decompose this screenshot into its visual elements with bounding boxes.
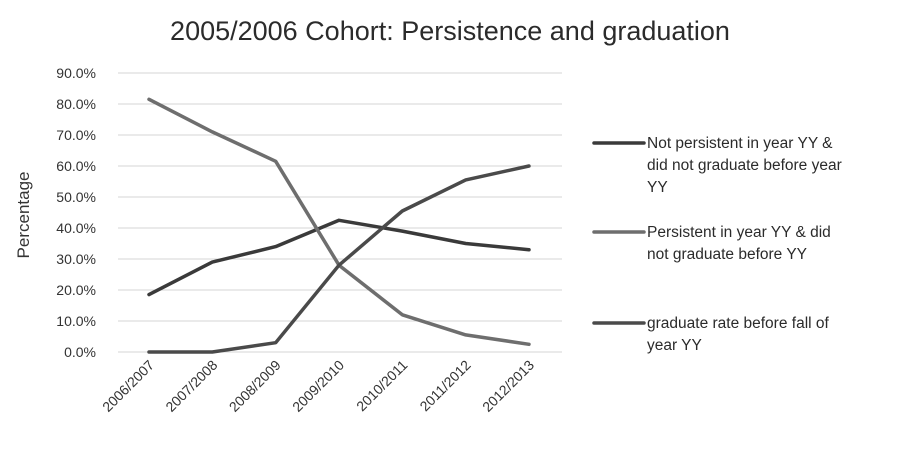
x-tick-label: 2007/2008: [162, 357, 220, 415]
y-tick-label: 50.0%: [56, 189, 96, 205]
x-tick-label: 2010/2011: [353, 357, 411, 415]
y-tick-label: 90.0%: [56, 65, 96, 81]
y-tick-label: 30.0%: [56, 251, 96, 267]
series-line-1: [147, 218, 531, 297]
y-tick-label: 70.0%: [56, 127, 96, 143]
y-axis-label: Percentage: [14, 172, 33, 259]
chart-title: 2005/2006 Cohort: Persistence and gradua…: [170, 16, 730, 46]
x-tick-label: 2008/2009: [226, 357, 284, 415]
y-tick-label: 10.0%: [56, 313, 96, 329]
legend-entry: Not persistent in year YY & did not gradu…: [647, 135, 842, 196]
gridlines: [118, 72, 562, 353]
x-tick-label: 2011/2012: [416, 357, 474, 415]
legend-entry: Persistent in year YY & did not graduate …: [647, 224, 831, 263]
y-axis-ticks: 0.0% 10.0% 20.0% 30.0% 40.0% 50.0% 60.0% 70.0% 8…: [56, 65, 96, 360]
y-tick-label: 60.0%: [56, 158, 96, 174]
x-tick-label: 2006/2007: [99, 357, 157, 415]
y-tick-label: 40.0%: [56, 220, 96, 236]
y-tick-label: 20.0%: [56, 282, 96, 298]
x-tick-label: 2009/2010: [289, 357, 347, 415]
legend-entry: graduate rate before fall of year YY: [647, 315, 830, 354]
series-line-3: [147, 164, 531, 354]
x-tick-label: 2012/2013: [479, 357, 537, 415]
y-tick-label: 80.0%: [56, 96, 96, 112]
x-axis-ticks: 2006/2007 2007/2008 2008/2009 2009/2010 2010…: [99, 357, 537, 415]
legend: Not persistent in year YY & did not gradu…: [592, 135, 842, 354]
y-tick-label: 0.0%: [64, 344, 96, 360]
series-lines: [147, 97, 531, 354]
